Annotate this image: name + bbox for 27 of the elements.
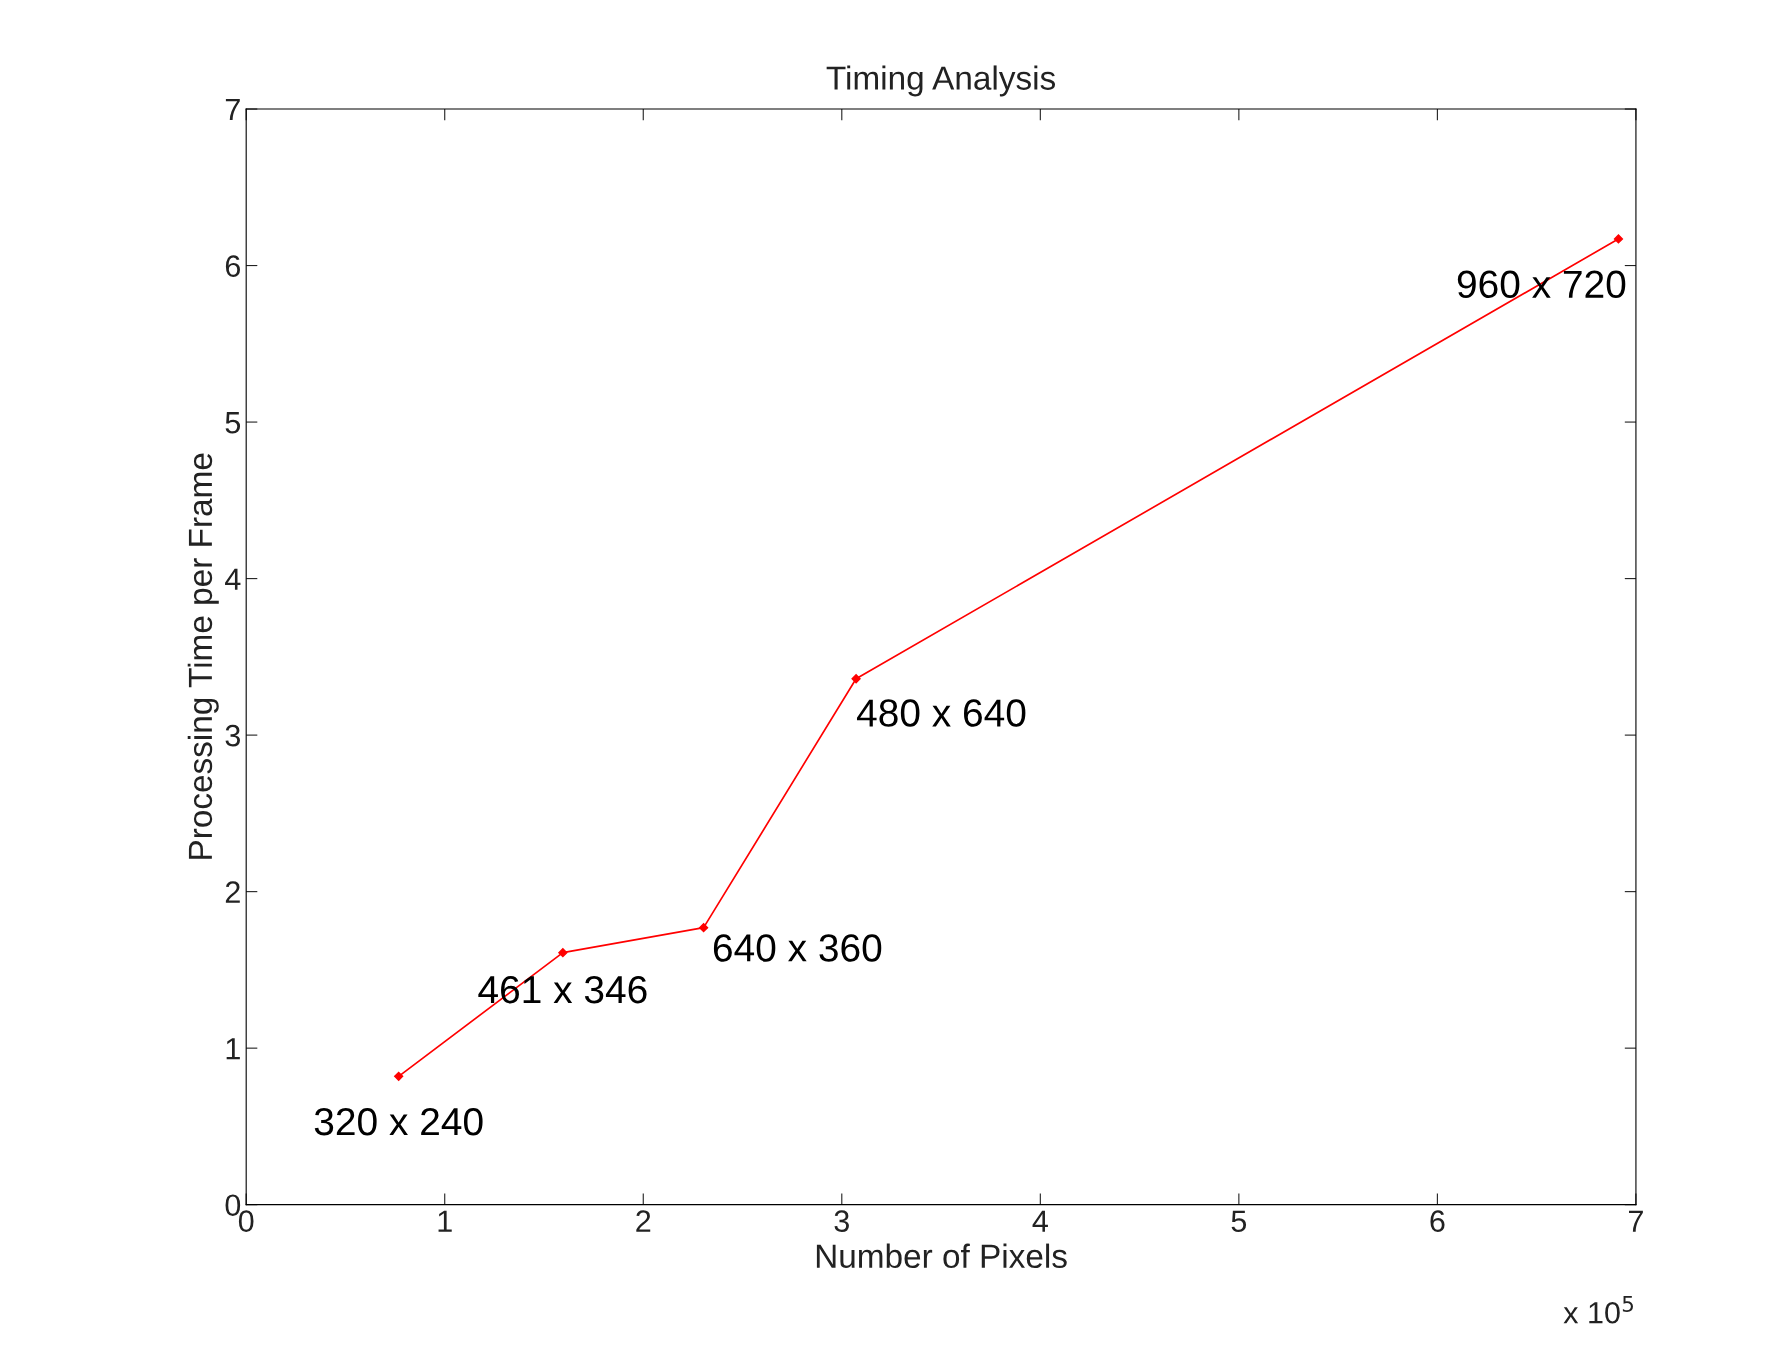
y-tick-label: 6 [225, 255, 240, 277]
x-tick-label: 7 [1629, 1210, 1643, 1232]
point [698, 923, 709, 933]
y-tick-label: 5 [225, 412, 241, 434]
annotation: 320 x 240 [314, 1107, 483, 1136]
point [851, 674, 861, 684]
x-tick-label: 6 [1430, 1210, 1445, 1232]
y-axis-title: Processing Time per Frame [187, 453, 219, 859]
annotation: 960 x 720 [1457, 270, 1626, 299]
y-tick-label: 3 [225, 724, 240, 747]
annotation: 640 x 360 [713, 934, 882, 962]
x-tick-label: 2 [636, 1210, 651, 1232]
point [558, 948, 568, 958]
x-tick-label: 4 [1032, 1210, 1048, 1232]
y-tick-label: 1 [226, 1038, 240, 1060]
x-axis-title: Number of Pixels [816, 1243, 1067, 1269]
x-tick-label: 1 [438, 1210, 452, 1232]
y-tick-label: 7 [225, 99, 240, 121]
annotation: 480 x 640 [856, 699, 1026, 727]
point [394, 1071, 404, 1081]
x-tick-label: 3 [834, 1210, 849, 1232]
x-tick-label: 5 [1231, 1210, 1247, 1232]
y-tick-label: 4 [225, 568, 241, 590]
point [1613, 234, 1624, 244]
text: x 10$^{5}$ [1563, 1296, 1633, 1324]
chart-title: Timing Analysis [826, 65, 1056, 97]
y-tick-label: 2 [225, 881, 240, 903]
